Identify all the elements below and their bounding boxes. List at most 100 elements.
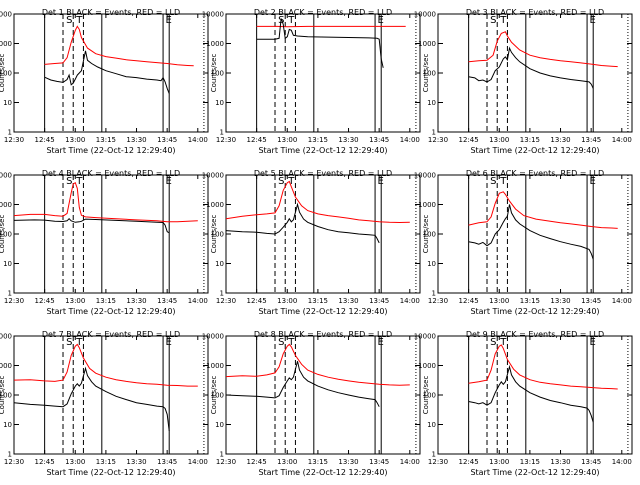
panel-title: Det 6 BLACK = Events, RED = LLD [466,169,604,178]
x-tick-label: 12:45 [459,136,479,144]
y-tick-label: 1 [8,129,12,137]
plot-frame [226,14,420,132]
y-axis-label: Counts/sec [422,376,430,415]
x-tick-label: 12:30 [216,136,236,144]
x-tick-label: 13:15 [520,136,540,144]
y-tick-label: 1000 [0,40,12,48]
x-tick-label: 12:45 [459,297,479,305]
x-axis-label: Start Time (22-Oct-12 12:29:40) [258,307,387,316]
lld-series-line [469,345,618,389]
x-tick-label: 13:30 [338,136,358,144]
x-tick-label: 13:00 [65,297,85,305]
x-tick-label: 14:00 [188,458,208,466]
x-axis-label: Start Time (22-Oct-12 12:29:40) [46,468,175,477]
y-tick-label: 1000 [206,362,224,370]
x-tick-label: 13:45 [157,297,177,305]
y-tick-label: 10 [215,99,224,107]
events-series-line [226,361,379,407]
y-tick-label: 1 [8,290,12,298]
x-tick-label: 13:00 [277,297,297,305]
y-tick-label: 1000 [0,201,12,209]
x-tick-label: 13:30 [126,136,146,144]
x-axis-label: Start Time (22-Oct-12 12:29:40) [470,468,599,477]
y-axis-label: Counts/sec [210,215,218,254]
x-tick-label: 12:45 [35,297,55,305]
plot-frame [226,336,420,454]
y-tick-label: 10 [427,260,436,268]
plot-frame [438,14,632,132]
y-tick-label: 10 [215,260,224,268]
x-tick-label: 13:15 [520,458,540,466]
y-tick-label: 1 [220,129,224,137]
x-tick-label: 12:45 [35,136,55,144]
x-tick-label: 13:15 [96,297,116,305]
x-tick-label: 13:45 [157,136,177,144]
x-tick-label: 12:30 [428,458,448,466]
events-series-line [14,368,169,431]
x-tick-label: 13:30 [550,136,570,144]
x-axis-label: Start Time (22-Oct-12 12:29:40) [46,307,175,316]
lld-series-line [45,26,194,65]
plot-frame [14,175,208,293]
lld-series-line [226,344,410,385]
lld-series-line [14,344,198,386]
x-tick-label: 13:30 [338,297,358,305]
y-tick-label: 1000 [418,40,436,48]
y-axis-label: Counts/sec [0,54,6,93]
y-tick-label: 1 [8,451,12,459]
y-axis-label: Counts/sec [210,54,218,93]
y-tick-label: 10 [3,421,12,429]
lld-series-line [14,183,198,222]
x-tick-label: 13:00 [65,136,85,144]
x-tick-label: 13:30 [550,297,570,305]
x-tick-label: 12:45 [247,297,267,305]
y-tick-label: 10 [215,421,224,429]
plot-frame [14,336,208,454]
x-tick-label: 12:30 [428,136,448,144]
x-tick-label: 13:00 [277,458,297,466]
x-tick-label: 12:30 [4,458,24,466]
x-axis-label: Start Time (22-Oct-12 12:29:40) [470,146,599,155]
x-tick-label: 14:00 [188,297,208,305]
x-tick-label: 12:45 [459,458,479,466]
y-tick-label: 1 [220,451,224,459]
x-tick-label: 13:00 [489,297,509,305]
x-tick-label: 12:30 [4,297,24,305]
y-tick-label: 10 [3,260,12,268]
x-tick-label: 12:45 [247,136,267,144]
x-tick-label: 14:00 [400,458,420,466]
y-tick-label: 1000 [418,362,436,370]
x-tick-label: 13:15 [520,297,540,305]
x-tick-label: 13:45 [157,458,177,466]
y-axis-label: Counts/sec [422,215,430,254]
events-series-line [226,205,379,243]
x-tick-label: 13:45 [581,297,601,305]
y-tick-label: 10000 [0,333,12,341]
x-tick-label: 13:00 [489,458,509,466]
lld-series-line [469,32,618,67]
panel-title: Det 7 BLACK = Events, RED = LLD [42,330,180,339]
x-tick-label: 13:45 [369,136,389,144]
x-tick-label: 13:00 [277,136,297,144]
panel-title: Det 4 BLACK = Events, RED = LLD [42,169,180,178]
y-axis-label: Counts/sec [0,215,6,254]
panel-title: Det 9 BLACK = Events, RED = LLD [466,330,604,339]
panel-title: Det 5 BLACK = Events, RED = LLD [254,169,392,178]
x-axis-label: Start Time (22-Oct-12 12:29:40) [258,146,387,155]
x-axis-label: Start Time (22-Oct-12 12:29:40) [258,468,387,477]
x-axis-label: Start Time (22-Oct-12 12:29:40) [46,146,175,155]
x-tick-label: 13:30 [550,458,570,466]
x-tick-label: 12:45 [35,458,55,466]
y-tick-label: 10000 [414,11,436,19]
y-axis-label: Counts/sec [0,376,6,415]
y-axis-label: Counts/sec [210,376,218,415]
